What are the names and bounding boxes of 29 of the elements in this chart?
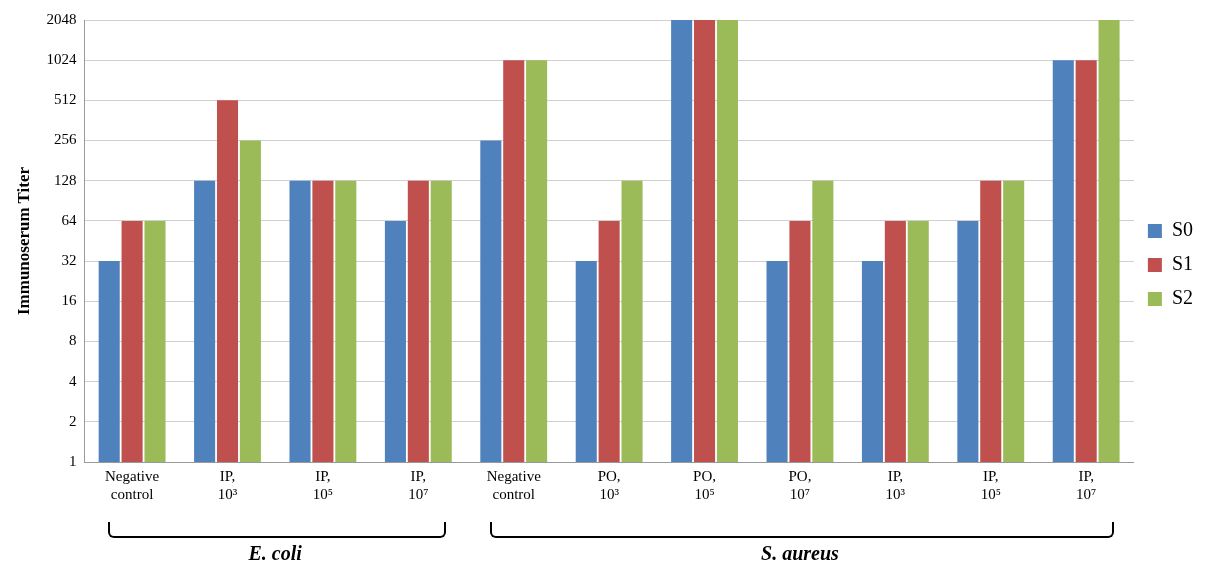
y-tick-label: 1 [68, 452, 77, 469]
x-tick-label: IP, 10³ [885, 467, 906, 502]
y-tick-label: 4 [68, 372, 77, 389]
x-tick-label: IP, 10⁷ [408, 467, 429, 502]
x-tick-label: Negative control [105, 467, 160, 502]
y-tick-label: 1024 [46, 51, 77, 68]
x-tick-label: IP, 10³ [217, 467, 238, 502]
legend-label: S0 [1171, 218, 1193, 241]
y-tick-label: 8 [68, 332, 77, 349]
y-tick-label: 256 [53, 131, 77, 148]
y-tick-label: 16 [61, 292, 77, 309]
text: S. aureus [760, 542, 840, 565]
legend-label: S1 [1171, 252, 1193, 275]
y-tick-label: 128 [53, 171, 77, 188]
text: E. coli [247, 542, 303, 565]
y-tick-label: 2048 [46, 10, 77, 27]
y-tick-label: 2 [68, 412, 77, 429]
y-tick-label: 64 [61, 211, 77, 228]
x-tick-label: IP, 10⁵ [980, 467, 1001, 502]
y-axis-title: Immunoserum Titer [13, 166, 33, 316]
y-tick-label: 512 [53, 91, 77, 108]
x-tick-label: Negative control [486, 467, 542, 502]
y-tick-label: 32 [61, 252, 77, 269]
x-tick-label: PO, 10⁵ [693, 467, 717, 502]
x-tick-label: IP, 10⁵ [312, 467, 334, 502]
legend-label: S2 [1171, 286, 1193, 309]
x-tick-label: IP, 10⁷ [1076, 467, 1097, 502]
x-tick-label: PO, 10³ [597, 467, 621, 502]
x-tick-label: PO, 10⁷ [788, 467, 812, 502]
